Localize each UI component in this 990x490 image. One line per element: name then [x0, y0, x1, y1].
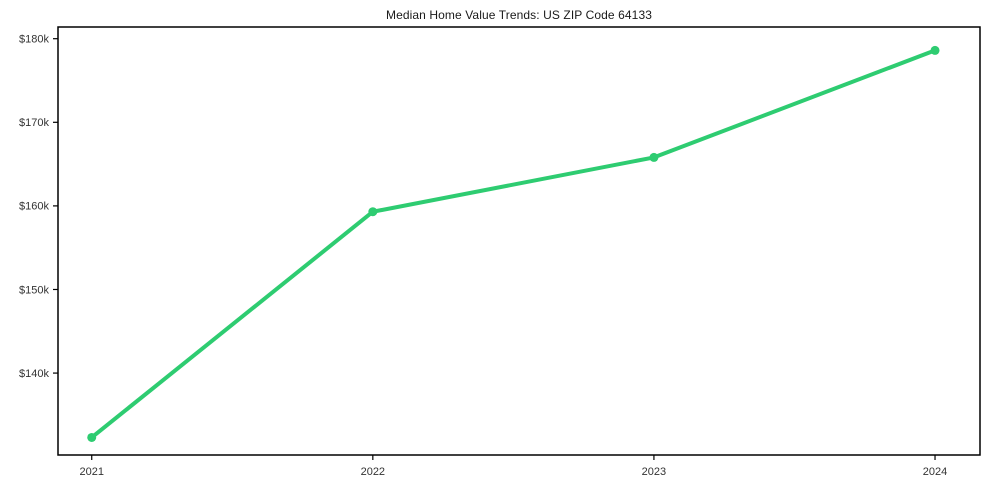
y-tick-label: $180k	[19, 34, 49, 46]
data-point-marker	[930, 45, 940, 55]
y-tick-label: $170k	[19, 117, 49, 129]
x-tick-label: 2022	[361, 466, 385, 478]
y-tick-label: $160k	[19, 201, 49, 213]
x-tick-label: 2024	[923, 466, 947, 478]
y-tick-label: $150k	[19, 284, 49, 296]
data-point-marker	[368, 207, 378, 217]
chart-title: Median Home Value Trends: US ZIP Code 64…	[385, 8, 652, 22]
data-point-marker	[649, 152, 659, 162]
y-tick-label: $140k	[19, 368, 49, 380]
data-point-marker	[87, 432, 97, 442]
series-line	[89, 48, 938, 440]
x-tick-label: 2021	[79, 466, 103, 478]
x-tick-label: 2023	[642, 466, 666, 478]
axes-spines	[57, 26, 981, 456]
